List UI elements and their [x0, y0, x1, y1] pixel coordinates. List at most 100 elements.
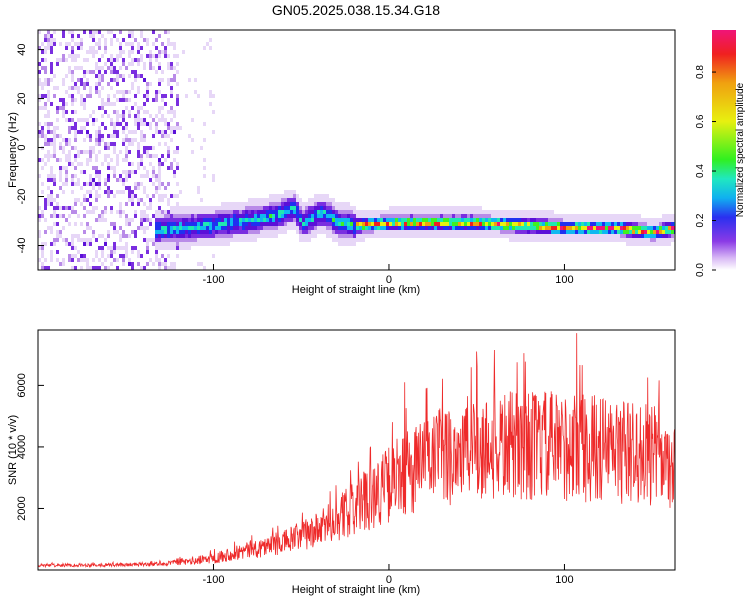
spectrogram-cell: [173, 74, 176, 78]
spectrogram-cell: [521, 226, 524, 230]
spectrogram-cell: [314, 222, 317, 226]
spectrogram-cell: [200, 230, 203, 234]
spectrogram-cell: [434, 222, 437, 226]
spectrogram-cell: [212, 178, 215, 182]
spectrogram-cell: [611, 238, 614, 242]
spectrogram-cell: [161, 114, 164, 118]
spectrogram-cell: [407, 222, 410, 226]
spectrogram-cell: [155, 210, 158, 214]
spectrogram-cell: [296, 210, 299, 214]
spectrogram-cell: [170, 214, 173, 218]
spectrogram-cell: [98, 218, 101, 222]
spectrogram-cell: [542, 230, 545, 234]
spectrogram-cell: [50, 70, 53, 74]
spectrogram-cell: [227, 178, 230, 182]
spectrogram-cell: [146, 242, 149, 246]
spectrogram-cell: [92, 186, 95, 190]
spectrogram-cell: [356, 226, 359, 230]
spectrogram-cell: [104, 170, 107, 174]
spectrogram-cell: [377, 230, 380, 234]
spectrogram-cell: [131, 262, 134, 266]
spectrogram-cell: [320, 202, 323, 206]
spectrogram-cell: [95, 74, 98, 78]
spectrogram-cell: [128, 174, 131, 178]
spectrogram-cell: [176, 210, 179, 214]
spectrogram-cell: [539, 218, 542, 222]
spectrogram-cell: [512, 214, 515, 218]
spectrogram-cell: [308, 230, 311, 234]
spectrogram-y-tick-label: 20: [16, 92, 28, 104]
spectrogram-cell: [89, 154, 92, 158]
spectrogram-cell: [197, 186, 200, 190]
spectrogram-cell: [68, 202, 71, 206]
spectrogram-cell: [167, 202, 170, 206]
spectrogram-cell: [512, 218, 515, 222]
spectrogram-cell: [80, 170, 83, 174]
spectrogram-cell: [428, 234, 431, 238]
spectrogram-cell: [506, 234, 509, 238]
spectrogram-cell: [77, 30, 80, 34]
spectrogram-cell: [188, 234, 191, 238]
spectrogram-cell: [149, 238, 152, 242]
spectrogram-cell: [593, 234, 596, 238]
spectrogram-cell: [317, 78, 320, 82]
spectrogram-cell: [467, 218, 470, 222]
spectrogram-cell: [56, 250, 59, 254]
spectrogram-cell: [146, 138, 149, 142]
spectrogram-cell: [59, 186, 62, 190]
spectrogram-cell: [176, 206, 179, 210]
spectrogram-cell: [617, 222, 620, 226]
spectrogram-cell: [143, 190, 146, 194]
spectrogram-cell: [122, 142, 125, 146]
spectrogram-cell: [275, 218, 278, 222]
spectrogram-cell: [521, 222, 524, 226]
spectrogram-cell: [185, 206, 188, 210]
spectrogram-cell: [272, 218, 275, 222]
spectrogram-cell: [473, 206, 476, 210]
spectrogram-cell: [266, 234, 269, 238]
spectrogram-cell: [533, 214, 536, 218]
spectrogram-cell: [107, 158, 110, 162]
spectrogram-cell: [617, 230, 620, 234]
spectrogram-cell: [86, 118, 89, 122]
spectrogram-cell: [623, 230, 626, 234]
spectrogram-cell: [155, 234, 158, 238]
spectrogram-cell: [80, 102, 83, 106]
spectrogram-cell: [206, 222, 209, 226]
spectrogram-cell: [53, 74, 56, 78]
spectrogram-cell: [398, 222, 401, 226]
spectrogram-cell: [206, 206, 209, 210]
spectrogram-cell: [464, 234, 467, 238]
spectrogram-cell: [194, 210, 197, 214]
spectrogram-cell: [317, 226, 320, 230]
spectrogram-cell: [92, 258, 95, 262]
spectrogram-cell: [77, 54, 80, 58]
spectrogram-cell: [146, 206, 149, 210]
spectrogram-cell: [638, 218, 641, 222]
spectrogram-cell: [362, 238, 365, 242]
spectrogram-cell: [173, 130, 176, 134]
spectrogram-cell: [182, 218, 185, 222]
spectrogram-cell: [59, 170, 62, 174]
spectrogram-cell: [311, 138, 314, 142]
spectrogram-cell: [170, 126, 173, 130]
spectrogram-cell: [110, 206, 113, 210]
spectrogram-cell: [326, 230, 329, 234]
spectrogram-cell: [176, 150, 179, 154]
spectrogram-cell: [566, 234, 569, 238]
spectrogram-cell: [155, 226, 158, 230]
spectrogram-cell: [167, 154, 170, 158]
spectrogram-cell: [344, 206, 347, 210]
spectrogram-cell: [659, 226, 662, 230]
spectrogram-cell: [65, 46, 68, 50]
spectrogram-cell: [641, 234, 644, 238]
spectrogram-cell: [599, 222, 602, 226]
spectrogram-cell: [161, 218, 164, 222]
spectrogram-cell: [281, 230, 284, 234]
spectrogram-cell: [80, 222, 83, 226]
spectrogram-cell: [563, 226, 566, 230]
spectrogram-cell: [68, 222, 71, 226]
spectrogram-cell: [272, 38, 275, 42]
spectrogram-cell: [179, 206, 182, 210]
